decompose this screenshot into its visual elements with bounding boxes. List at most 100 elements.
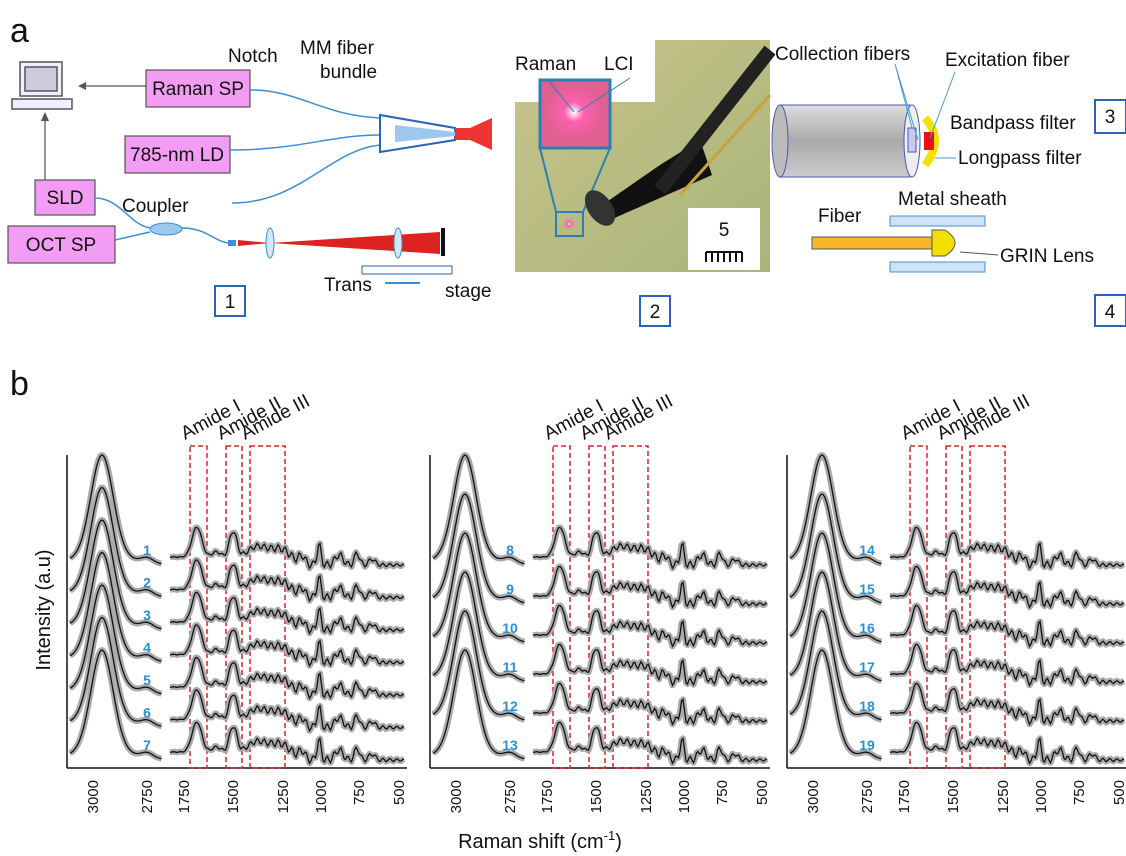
page: Raman-LCI figure { "panel_a": { "label":… bbox=[0, 0, 1126, 856]
metal-sheath-label: Metal sheath bbox=[898, 189, 1007, 210]
sample-label: 2 bbox=[143, 575, 151, 591]
sample-label: 6 bbox=[143, 705, 151, 721]
fiber-probe bbox=[380, 115, 492, 152]
laser-label: 785-nm LD bbox=[130, 145, 224, 166]
index-label: 1 bbox=[225, 292, 236, 313]
x-tick-label: 1000 bbox=[313, 780, 330, 813]
spectrum-band bbox=[890, 527, 1124, 568]
excitation-label: Excitation fiber bbox=[945, 50, 1070, 71]
x-tick-label: 3000 bbox=[448, 780, 465, 813]
sample-label: 12 bbox=[502, 698, 518, 714]
x-tick-label: 750 bbox=[351, 780, 368, 805]
sample-label: 11 bbox=[503, 659, 518, 675]
panel-label: b bbox=[10, 365, 29, 403]
arrow-head bbox=[78, 82, 86, 90]
sample-label: 16 bbox=[859, 620, 875, 636]
index-label: 3 bbox=[1105, 107, 1116, 128]
spectrum-band bbox=[533, 683, 767, 724]
x-tick-label: 750 bbox=[714, 780, 731, 805]
notch-label: Notch bbox=[228, 46, 278, 67]
sld-label: SLD bbox=[47, 188, 84, 209]
spectrum-band bbox=[533, 722, 767, 763]
arrow-head bbox=[41, 112, 49, 121]
spectrum-band bbox=[533, 527, 767, 568]
spectrum-band bbox=[890, 722, 1124, 763]
oct-sp-label: OCT SP bbox=[26, 235, 96, 256]
sample-label: 19 bbox=[859, 737, 875, 753]
x-tick-label: 1250 bbox=[995, 780, 1012, 813]
coupler bbox=[150, 223, 182, 235]
spot-small bbox=[563, 218, 575, 230]
x-tick-label: 3000 bbox=[805, 780, 822, 813]
index-label: 2 bbox=[650, 302, 661, 323]
sample-label: 7 bbox=[143, 737, 151, 753]
spectrum-band bbox=[890, 605, 1124, 646]
y-axis-label: Intensity (a.u) bbox=[33, 549, 55, 670]
peak-box bbox=[613, 446, 648, 768]
x-axis-label-text: Raman shift (cm bbox=[458, 831, 604, 853]
mm-fiber-label: MM fiber bbox=[300, 38, 375, 59]
peak-box bbox=[970, 446, 1005, 768]
x-tick-label: 1500 bbox=[588, 780, 605, 813]
sample-label: 4 bbox=[143, 640, 151, 656]
x-axis-label: Raman shift (cm-1) bbox=[458, 828, 622, 853]
x-tick-label: 1250 bbox=[638, 780, 655, 813]
x-tick-label: 1500 bbox=[945, 780, 962, 813]
peak-box bbox=[589, 446, 605, 768]
sample-label: 3 bbox=[143, 607, 151, 623]
x-tick-label: 500 bbox=[391, 780, 408, 805]
body: a Notch Raman SP MM fiber bundle 785-nm … bbox=[0, 0, 1126, 856]
trans-label: Trans bbox=[324, 275, 372, 296]
spectrum-band bbox=[533, 566, 767, 607]
fiber-label: Fiber bbox=[818, 206, 862, 227]
longpass-label: Longpass filter bbox=[958, 148, 1082, 169]
sample-label: 8 bbox=[506, 542, 514, 558]
sample-label: 1 bbox=[143, 542, 151, 558]
sample-label: 17 bbox=[859, 659, 875, 675]
spectrum-band bbox=[533, 644, 767, 685]
sample-label: 13 bbox=[502, 737, 518, 753]
figure: a Notch Raman SP MM fiber bundle 785-nm … bbox=[0, 0, 1126, 856]
spectrum-band bbox=[170, 527, 404, 568]
sample-label: 9 bbox=[506, 581, 514, 597]
x-tick-label: 1750 bbox=[539, 780, 556, 813]
stage-label: stage bbox=[445, 281, 491, 302]
computer-icon bbox=[12, 62, 72, 109]
x-tick-label: 1250 bbox=[275, 780, 292, 813]
mm-fiber-label: bundle bbox=[320, 62, 377, 83]
x-tick-label: 2750 bbox=[139, 780, 156, 813]
sample-label: 15 bbox=[859, 581, 875, 597]
x-tick-label: 2750 bbox=[859, 780, 876, 813]
index-label: 4 bbox=[1105, 302, 1116, 323]
x-tick-label: 1750 bbox=[896, 780, 913, 813]
bandpass-label: Bandpass filter bbox=[950, 113, 1076, 134]
coupler-label: Coupler bbox=[122, 196, 189, 217]
x-axis-label-sup: -1 bbox=[604, 828, 616, 843]
spectrum-band bbox=[533, 605, 767, 646]
x-tick-label: 2750 bbox=[502, 780, 519, 813]
x-tick-label: 750 bbox=[1071, 780, 1088, 805]
collection-label: Collection fibers bbox=[775, 44, 910, 65]
scale-bar bbox=[706, 252, 742, 262]
scale-label: 5 bbox=[719, 220, 730, 241]
x-tick-label: 3000 bbox=[85, 780, 102, 813]
sample-label: 5 bbox=[143, 672, 151, 688]
grin-label: GRIN Lens bbox=[1000, 246, 1094, 267]
x-tick-label: 1000 bbox=[676, 780, 693, 813]
lci-label: LCI bbox=[604, 54, 634, 75]
x-tick-label: 1750 bbox=[176, 780, 193, 813]
sample-label: 14 bbox=[859, 542, 875, 558]
sample-label: 18 bbox=[859, 698, 875, 714]
spectrum-band bbox=[890, 683, 1124, 724]
panel-label: a bbox=[10, 12, 29, 50]
spectrum-band bbox=[890, 644, 1124, 685]
x-tick-label: 1500 bbox=[225, 780, 242, 813]
x-axis-label-suffix: ) bbox=[615, 831, 622, 853]
x-tick-label: 1000 bbox=[1033, 780, 1050, 813]
raman-label: Raman bbox=[515, 54, 576, 75]
x-tick-label: 500 bbox=[754, 780, 771, 805]
spectrum-band bbox=[890, 566, 1124, 607]
sample-label: 10 bbox=[502, 620, 518, 636]
x-tick-label: 500 bbox=[1111, 780, 1126, 805]
